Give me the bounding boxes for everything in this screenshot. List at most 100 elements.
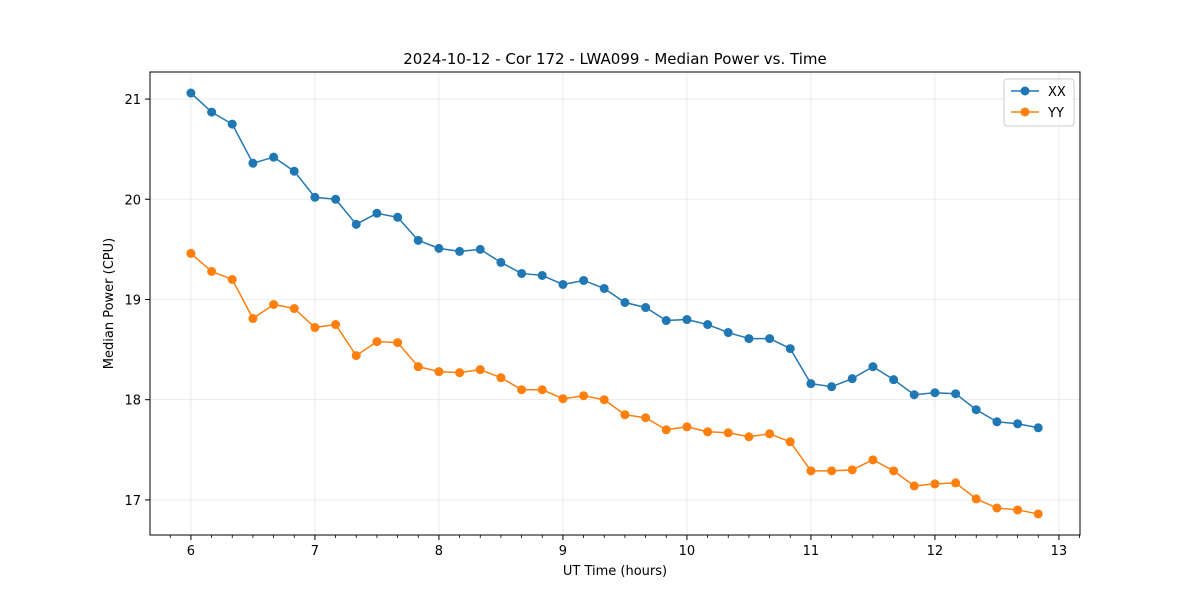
axis-ticks: 6 7 8 9 10 11 12 13 17 18 19 20 21: [124, 93, 1080, 559]
data-point-yy: [310, 323, 320, 333]
data-point-yy: [1033, 509, 1043, 519]
data-point-yy: [930, 479, 940, 489]
data-point-yy: [227, 274, 237, 284]
data-point-yy: [496, 373, 506, 383]
data-point-yy: [207, 266, 217, 276]
chart-title: 2024-10-12 - Cor 172 - LWA099 - Median P…: [403, 50, 827, 68]
data-point-yy: [992, 503, 1002, 513]
x-axis-label: UT Time (hours): [563, 564, 667, 579]
data-point-yy: [351, 351, 361, 361]
x-tick-label: 12: [927, 544, 944, 559]
data-point-xx: [744, 334, 754, 344]
data-point-xx: [475, 244, 485, 254]
data-point-xx: [765, 334, 775, 344]
x-tick-label: 13: [1051, 544, 1068, 559]
data-point-yy: [909, 481, 919, 491]
data-point-yy: [744, 432, 754, 442]
data-point-yy: [269, 300, 279, 309]
data-point-xx: [248, 158, 258, 168]
data-point-xx: [682, 315, 692, 325]
x-tick-label: 11: [803, 544, 820, 559]
data-point-xx: [930, 388, 940, 398]
data-point-xx: [661, 316, 671, 326]
data-point-yy: [289, 304, 299, 314]
data-point-xx: [269, 152, 279, 162]
data-point-xx: [723, 328, 733, 338]
data-point-xx: [413, 235, 423, 245]
data-point-xx: [434, 243, 444, 253]
data-point-yy: [599, 395, 609, 405]
data-point-xx: [847, 374, 857, 384]
series-line-yy: [190, 252, 1039, 515]
plot-frame: [149, 71, 1081, 536]
grid: [150, 72, 1080, 535]
data-point-yy: [558, 394, 568, 404]
data-point-xx: [785, 344, 795, 354]
x-tick-label: 9: [559, 544, 567, 559]
y-tick-label: 20: [124, 193, 141, 208]
data-point-xx: [227, 119, 237, 129]
data-point-yy: [971, 494, 981, 504]
data-point-yy: [517, 385, 527, 395]
data-point-xx: [1033, 423, 1043, 433]
data-point-xx: [703, 320, 713, 330]
data-point-xx: [579, 275, 589, 285]
data-point-xx: [641, 303, 651, 313]
data-point-xx: [372, 208, 382, 218]
data-point-xx: [620, 298, 630, 307]
data-point-xx: [806, 379, 816, 389]
data-point-xx: [951, 389, 961, 399]
x-tick-label: 8: [435, 544, 443, 559]
legend-label-xx: XX: [1048, 85, 1066, 100]
data-point-yy: [331, 320, 341, 330]
legend-marker-yy: [1020, 107, 1030, 117]
data-point-xx: [517, 268, 527, 278]
data-point-yy: [475, 365, 485, 375]
x-tick-label: 7: [311, 544, 319, 559]
y-tick-label: 17: [124, 494, 141, 509]
data-point-xx: [868, 362, 878, 372]
data-point-yy: [248, 314, 258, 324]
data-point-xx: [537, 270, 547, 280]
x-tick-label: 10: [679, 544, 696, 559]
data-point-xx: [992, 417, 1002, 427]
data-point-yy: [186, 248, 196, 258]
data-point-yy: [1013, 505, 1023, 515]
series-line-xx: [190, 92, 1039, 429]
data-point-xx: [393, 212, 403, 222]
data-point-yy: [434, 367, 444, 377]
data-point-yy: [951, 478, 961, 488]
y-axis-label: Median Power (CPU): [102, 238, 117, 369]
legend-marker-xx: [1020, 86, 1030, 96]
data-point-yy: [393, 338, 403, 348]
data-point-xx: [889, 375, 899, 385]
data-point-xx: [455, 246, 465, 256]
y-tick-label: 21: [124, 93, 141, 108]
data-point-xx: [599, 283, 609, 293]
data-point-xx: [351, 219, 361, 229]
data-point-xx: [331, 194, 341, 204]
data-point-yy: [579, 391, 589, 401]
data-point-yy: [765, 429, 775, 439]
data-point-yy: [682, 422, 692, 432]
data-point-yy: [413, 362, 423, 372]
data-point-yy: [372, 337, 382, 347]
data-point-xx: [310, 192, 320, 202]
data-point-yy: [661, 425, 671, 435]
data-point-xx: [1013, 419, 1023, 429]
data-point-yy: [723, 428, 733, 438]
x-tick-label: 6: [187, 544, 195, 559]
data-point-xx: [289, 166, 299, 176]
data-point-xx: [186, 88, 196, 98]
y-tick-label: 18: [124, 394, 141, 409]
data-point-yy: [847, 465, 857, 475]
legend: XX YY: [1003, 78, 1075, 127]
plot-series: [186, 88, 1043, 519]
data-point-xx: [496, 257, 506, 267]
y-tick-label: 19: [124, 293, 141, 308]
data-point-yy: [889, 466, 899, 476]
data-point-yy: [868, 455, 878, 465]
data-point-yy: [641, 413, 651, 423]
data-point-yy: [827, 466, 837, 476]
data-point-yy: [455, 368, 465, 378]
